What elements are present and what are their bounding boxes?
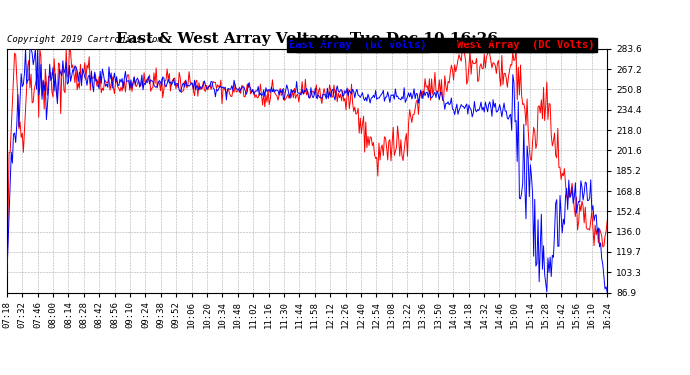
Text: East Array  (DC Volts) West Array  (DC Volts): East Array (DC Volts) West Array (DC Vol… <box>298 40 592 50</box>
Text: West Array  (DC Volts): West Array (DC Volts) <box>457 40 595 50</box>
Text: East Array  (DC Volts): East Array (DC Volts) <box>289 40 427 50</box>
Text: Copyright 2019 Cartronics.com: Copyright 2019 Cartronics.com <box>7 35 163 44</box>
Title: East & West Array Voltage  Tue Dec 10 16:26: East & West Array Voltage Tue Dec 10 16:… <box>116 32 498 46</box>
